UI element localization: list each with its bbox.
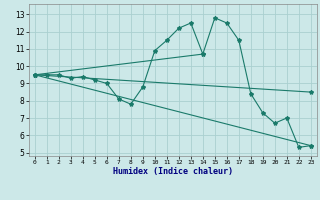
X-axis label: Humidex (Indice chaleur): Humidex (Indice chaleur) — [113, 167, 233, 176]
